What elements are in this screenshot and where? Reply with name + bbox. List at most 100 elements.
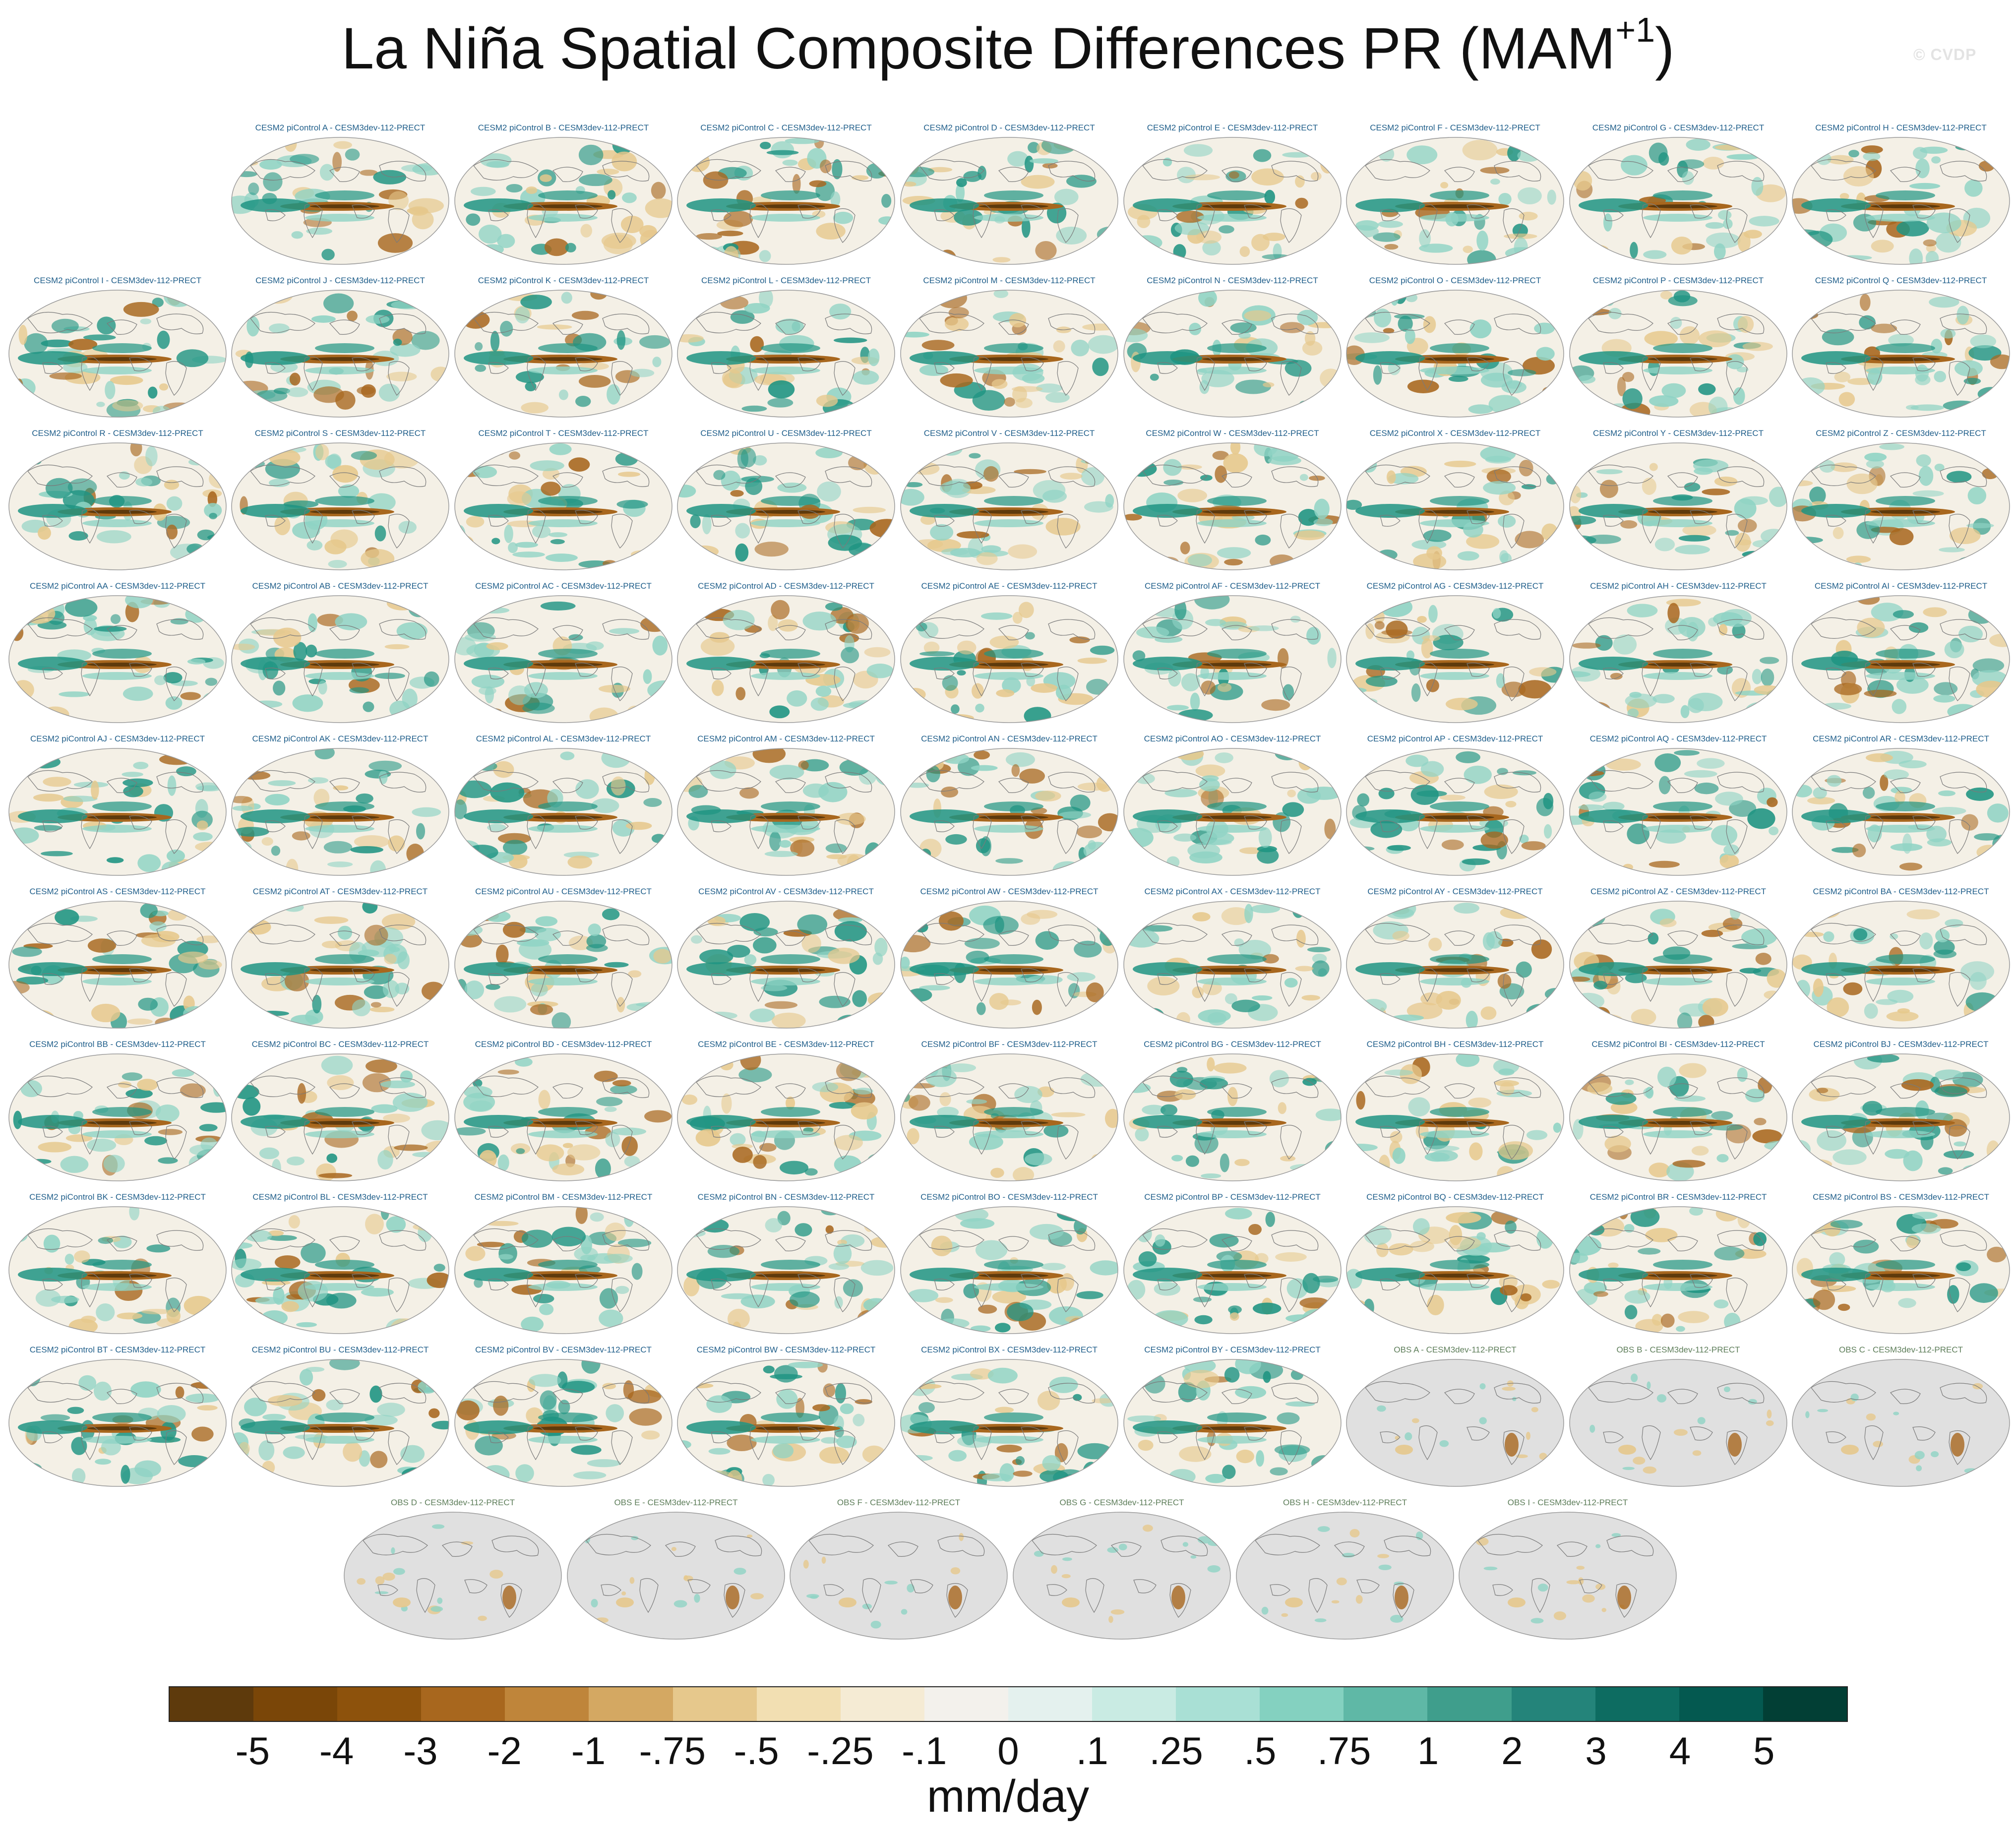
south-wet-band bbox=[305, 1130, 374, 1138]
anomaly-blob bbox=[1312, 1011, 1341, 1027]
globe-map bbox=[677, 1206, 895, 1334]
anomaly-blob bbox=[1605, 1092, 1637, 1105]
coastline bbox=[1466, 357, 1490, 371]
land-anomaly bbox=[1595, 1544, 1601, 1548]
panel-title: CESM2 piControl U - CESM3dev-112-PRECT bbox=[700, 429, 872, 438]
model-map-panel: CESM2 piControl BH - CESM3dev-112-PRECT bbox=[1344, 1040, 1566, 1186]
map-field bbox=[1346, 1054, 1564, 1181]
coastline bbox=[552, 1236, 583, 1251]
anomaly-blob bbox=[1462, 858, 1490, 865]
coastline bbox=[527, 203, 546, 239]
globe-map bbox=[677, 901, 895, 1029]
coastline bbox=[107, 1389, 137, 1404]
anomaly-blob bbox=[1299, 1015, 1324, 1028]
coastline bbox=[611, 667, 633, 701]
north-wet-band bbox=[538, 343, 598, 353]
land-anomaly bbox=[1355, 1595, 1363, 1604]
anomaly-blob bbox=[1132, 246, 1166, 264]
anomaly-blob bbox=[681, 1094, 698, 1105]
panel-title: CESM2 piControl F - CESM3dev-112-PRECT bbox=[1370, 123, 1540, 132]
colorbar-swatch bbox=[1595, 1687, 1679, 1721]
anomaly-blob bbox=[517, 939, 550, 947]
anomaly-blob bbox=[1374, 308, 1392, 328]
anomaly-blob bbox=[166, 849, 185, 862]
anomaly-blob bbox=[1596, 469, 1623, 475]
land-anomaly bbox=[1692, 1450, 1702, 1456]
globe-outline bbox=[1123, 137, 1342, 265]
maritime-wet-band bbox=[464, 809, 533, 823]
land-anomaly bbox=[1483, 1566, 1498, 1571]
anomaly-blob bbox=[1864, 1003, 1878, 1019]
anomaly-blob bbox=[707, 916, 726, 926]
anomaly-blob bbox=[1235, 379, 1271, 394]
south-wet-band bbox=[1420, 1130, 1489, 1138]
anomaly-blob bbox=[286, 1156, 305, 1165]
panel-title: CESM2 piControl O - CESM3dev-112-PRECT bbox=[1369, 276, 1541, 285]
coastline bbox=[775, 625, 806, 640]
model-map-panel: CESM2 piControl AJ - CESM3dev-112-PRECT bbox=[7, 734, 228, 881]
anomaly-blob bbox=[18, 324, 28, 345]
globe-map bbox=[454, 1053, 672, 1181]
anomaly-blob bbox=[29, 455, 42, 465]
anomaly-blob bbox=[1042, 163, 1058, 169]
anomaly-blob bbox=[193, 866, 226, 874]
anomaly-blob bbox=[970, 1325, 991, 1332]
anomaly-blob bbox=[1620, 520, 1638, 529]
anomaly-blob bbox=[919, 364, 949, 376]
globe-outline bbox=[1346, 442, 1564, 570]
anomaly-blob bbox=[1737, 1210, 1751, 1228]
coastline bbox=[250, 464, 315, 486]
anomaly-blob bbox=[1698, 330, 1732, 348]
anomaly-blob bbox=[1153, 1310, 1188, 1328]
anomaly-blob bbox=[1490, 179, 1500, 185]
anomaly-blob bbox=[1014, 1086, 1042, 1103]
anomaly-blob bbox=[1207, 1057, 1215, 1072]
anomaly-blob bbox=[1048, 1306, 1083, 1326]
equatorial-dry-core bbox=[310, 968, 379, 972]
coastline bbox=[639, 1578, 659, 1613]
anomaly-blob bbox=[232, 906, 253, 912]
equatorial-dry-core bbox=[1648, 663, 1717, 667]
anomaly-blob bbox=[328, 559, 347, 568]
coastline bbox=[1021, 510, 1044, 524]
anomaly-blob bbox=[1755, 953, 1772, 965]
anomaly-blob bbox=[1386, 470, 1396, 484]
model-map-panel: CESM2 piControl AE - CESM3dev-112-PRECT bbox=[899, 581, 1120, 728]
anomaly-blob bbox=[1295, 966, 1314, 972]
anomaly-blob bbox=[1761, 669, 1774, 686]
anomaly-blob bbox=[1754, 685, 1781, 695]
anomaly-blob bbox=[1043, 1124, 1069, 1138]
anomaly-blob bbox=[853, 370, 879, 385]
coastline bbox=[1667, 1389, 1698, 1404]
model-map-panel: CESM2 piControl T - CESM3dev-112-PRECT bbox=[453, 429, 674, 575]
coastline bbox=[165, 972, 187, 1007]
land-anomaly bbox=[382, 1572, 395, 1581]
coastline bbox=[304, 967, 323, 1002]
coastline bbox=[1531, 1578, 1550, 1613]
coastline bbox=[797, 1426, 821, 1441]
anomaly-blob bbox=[567, 856, 593, 869]
coastline bbox=[1588, 1075, 1653, 1097]
coastline bbox=[696, 311, 761, 333]
coastline bbox=[352, 663, 375, 677]
equatorial-dry-core bbox=[1202, 1121, 1272, 1125]
anomaly-blob bbox=[1411, 683, 1421, 702]
coastline bbox=[329, 625, 360, 640]
anomaly-blob bbox=[1012, 612, 1023, 624]
anomaly-blob bbox=[1742, 551, 1768, 558]
coastline bbox=[1157, 515, 1178, 527]
globe-outline bbox=[677, 748, 895, 876]
panel-title: CESM2 piControl AT - CESM3dev-112-PRECT bbox=[252, 887, 428, 896]
panel-title: CESM2 piControl BR - CESM3dev-112-PRECT bbox=[1589, 1192, 1767, 1202]
anomaly-blob bbox=[1587, 1014, 1623, 1025]
panel-title: CESM2 piControl BQ - CESM3dev-112-PRECT bbox=[1366, 1192, 1544, 1202]
anomaly-blob bbox=[1926, 212, 1961, 234]
coastline bbox=[775, 167, 806, 182]
globe-map bbox=[677, 442, 895, 570]
coastline bbox=[1949, 819, 1970, 854]
coastline bbox=[1667, 930, 1698, 946]
anomaly-blob bbox=[86, 1138, 117, 1152]
model-map-panel: CESM2 piControl AH - CESM3dev-112-PRECT bbox=[1568, 581, 1789, 728]
coastline bbox=[1949, 1430, 1970, 1465]
anomaly-blob bbox=[983, 466, 999, 482]
